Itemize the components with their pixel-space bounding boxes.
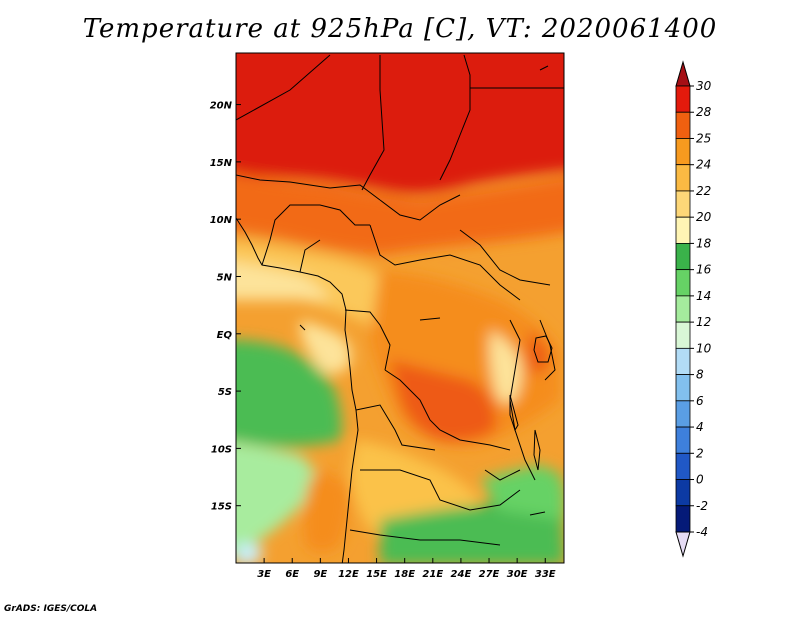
colorbar-swatch <box>675 190 691 218</box>
colorbar-swatch <box>675 479 691 507</box>
colorbar-label: 22 <box>696 184 711 198</box>
colorbar-label: 2 <box>696 446 704 460</box>
lon-tick-label: 6E <box>285 569 299 580</box>
colorbar-swatch <box>675 216 691 244</box>
colorbar-swatch <box>675 243 691 271</box>
map-frame <box>235 52 565 564</box>
colorbar-label: 6 <box>696 394 704 408</box>
grads-credit: GrADS: IGES/COLA <box>4 604 98 614</box>
colorbar-swatch <box>675 426 691 454</box>
colorbar-swatch <box>675 138 691 166</box>
colorbar-top-triangle <box>675 60 691 87</box>
chart-title: Temperature at 925hPa [C], VT: 202006140… <box>82 14 718 44</box>
colorbar-label: 14 <box>696 289 711 303</box>
lat-tick-label: 15S <box>211 502 232 513</box>
colorbar-swatch <box>675 85 691 113</box>
lon-tick-label: 33E <box>535 569 556 580</box>
colorbar-label: 18 <box>696 236 712 250</box>
lon-tick-label: 12E <box>338 569 359 580</box>
lat-tick-label: 10S <box>211 444 232 455</box>
colorbar-label: 25 <box>696 131 711 145</box>
colorbar-swatch <box>675 505 691 533</box>
colorbar-swatch <box>675 400 691 428</box>
latitude-axis: 20N 15N 10N 5N EQ 5S 10S 15S <box>210 101 241 513</box>
lon-tick-label: 9E <box>313 569 327 580</box>
lat-tick-label: 10N <box>210 215 233 226</box>
colorbar-swatch <box>675 111 691 139</box>
colorbar-swatch <box>675 269 691 297</box>
colorbar-label: -4 <box>696 525 708 539</box>
colorbar-label: 0 <box>696 473 704 487</box>
lat-tick-label: 5S <box>218 387 232 398</box>
lon-tick-label: 30E <box>507 569 528 580</box>
colorbar-label: 30 <box>696 79 712 93</box>
lon-tick-label: 24E <box>451 569 472 580</box>
colorbar-label: 24 <box>696 158 711 172</box>
colorbar-label: -2 <box>696 499 708 513</box>
colorbar-label: 4 <box>696 420 704 434</box>
colorbar-label: 12 <box>696 315 711 329</box>
colorbar-label: 10 <box>696 341 712 355</box>
longitude-axis: 3E 6E 9E 12E 15E 18E 21E 24E 27E 30E 33E <box>257 558 556 580</box>
colorbar-bottom-triangle <box>675 531 691 558</box>
lat-tick-label: 5N <box>217 272 233 283</box>
lat-tick-label: 20N <box>210 101 233 112</box>
lon-tick-label: 27E <box>479 569 500 580</box>
lat-tick-label: EQ <box>217 330 233 341</box>
colorbar-swatch <box>675 374 691 402</box>
lon-tick-label: 15E <box>366 569 387 580</box>
colorbar-label: 8 <box>696 368 704 382</box>
colorbar-swatch <box>675 347 691 375</box>
lon-tick-label: 21E <box>422 569 443 580</box>
colorbar-label: 28 <box>696 105 712 119</box>
country-borders <box>236 54 564 563</box>
lat-tick-label: 15N <box>210 158 233 169</box>
lon-tick-label: 3E <box>257 569 271 580</box>
colorbar-swatch <box>675 452 691 480</box>
lon-tick-label: 18E <box>394 569 415 580</box>
colorbar-label: 20 <box>696 210 712 224</box>
colorbar-swatch <box>675 164 691 192</box>
colorbar-swatch <box>675 295 691 323</box>
colorbar-label: 16 <box>696 263 712 277</box>
colorbar-swatch <box>675 321 691 349</box>
temperature-field <box>236 53 564 563</box>
